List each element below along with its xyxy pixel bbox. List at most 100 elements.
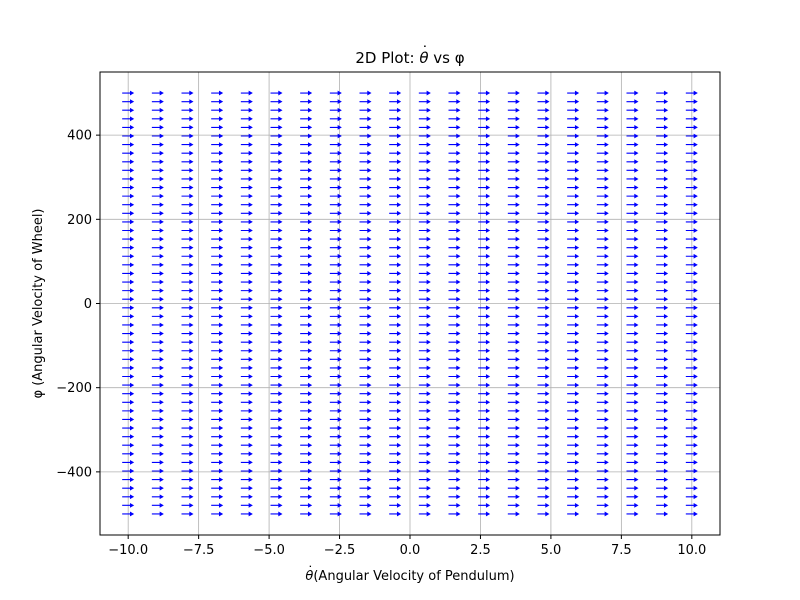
vector-arrow [418, 262, 431, 268]
vector-arrow [567, 502, 580, 508]
vector-arrow [685, 253, 698, 259]
vector-arrow [656, 279, 669, 285]
vector-arrow [448, 271, 461, 276]
vector-arrow [626, 142, 639, 147]
vector-arrow [448, 408, 461, 414]
vector-arrow [448, 133, 461, 139]
vector-arrow [507, 391, 520, 397]
vector-arrow [211, 159, 224, 165]
vector-arrow [151, 382, 164, 388]
vector-arrow [507, 305, 520, 311]
vector-arrow [122, 271, 135, 276]
vector-arrow [240, 322, 253, 328]
vector-arrow [329, 253, 342, 259]
vector-arrow [478, 339, 491, 345]
vector-arrow [626, 391, 639, 397]
title-var-dot: ˙ [421, 43, 429, 61]
vector-arrow [389, 356, 402, 362]
vector-arrow [596, 185, 609, 190]
vector-arrow [478, 477, 491, 482]
vector-arrow [537, 442, 550, 448]
vector-arrow [270, 356, 283, 362]
vector-arrow [656, 185, 669, 190]
vector-arrow [270, 99, 283, 105]
vector-arrow [389, 150, 402, 156]
vector-arrow [567, 236, 580, 242]
vector-arrow [389, 460, 402, 465]
vector-arrow [270, 202, 283, 208]
vector-arrow [685, 296, 698, 302]
vector-arrow [596, 313, 609, 319]
vector-arrow [151, 210, 164, 216]
vector-arrow [448, 502, 461, 508]
vector-arrow [329, 296, 342, 302]
vector-arrow [596, 391, 609, 397]
vector-arrow [418, 365, 431, 371]
vector-arrow [685, 494, 698, 500]
vector-arrow [270, 210, 283, 216]
vector-arrow [626, 219, 639, 225]
vector-arrow [448, 159, 461, 165]
vector-arrow [300, 408, 313, 414]
vector-arrow [537, 468, 550, 474]
vector-arrow [240, 511, 253, 517]
vector-arrow [151, 451, 164, 457]
vector-arrow [596, 202, 609, 208]
vector-arrow [596, 159, 609, 165]
vector-arrow [567, 408, 580, 414]
vector-arrow [329, 511, 342, 517]
vector-arrow [211, 356, 224, 362]
vector-arrow [270, 193, 283, 199]
vector-arrow [240, 313, 253, 319]
vector-arrow [240, 185, 253, 190]
vector-arrow [626, 159, 639, 165]
vector-arrow [626, 331, 639, 336]
vector-arrow [537, 116, 550, 122]
vector-arrow [389, 202, 402, 208]
vector-arrow [389, 408, 402, 414]
vector-arrow [270, 271, 283, 276]
vector-arrow [537, 382, 550, 388]
vector-arrow [418, 451, 431, 457]
vector-arrow [329, 167, 342, 173]
vector-arrow [211, 313, 224, 319]
vector-arrow [181, 485, 194, 491]
vector-arrow [122, 502, 135, 508]
vector-arrow [181, 142, 194, 147]
vector-arrow [596, 502, 609, 508]
vector-arrow [626, 460, 639, 465]
vector-arrow [211, 417, 224, 422]
vector-arrow [478, 296, 491, 302]
vector-arrow [418, 442, 431, 448]
vector-arrow [211, 485, 224, 491]
vector-arrow [418, 305, 431, 311]
vector-arrow [329, 150, 342, 156]
vector-arrow [626, 279, 639, 285]
vector-arrow [685, 391, 698, 397]
vector-arrow [626, 494, 639, 500]
vector-arrow [359, 442, 372, 448]
vector-arrow [418, 193, 431, 199]
vector-arrow [567, 399, 580, 405]
vector-arrow [181, 176, 194, 182]
vector-arrow [626, 125, 639, 130]
vector-arrow [507, 116, 520, 122]
vector-arrow [478, 228, 491, 233]
x-axis-label-dot: ˙ [307, 565, 314, 580]
vector-arrow [151, 202, 164, 208]
vector-arrow [240, 167, 253, 173]
vector-arrow [359, 451, 372, 457]
vector-arrow [418, 408, 431, 414]
vector-arrow [478, 99, 491, 105]
vector-arrow [656, 391, 669, 397]
vector-arrow [537, 288, 550, 294]
vector-arrow [300, 253, 313, 259]
vector-arrow [656, 434, 669, 440]
vector-arrow [359, 485, 372, 491]
vector-arrow [211, 365, 224, 371]
vector-arrow [626, 210, 639, 216]
vector-arrow [537, 167, 550, 173]
vector-arrow [596, 262, 609, 268]
vector-arrow [211, 253, 224, 259]
vector-arrow [240, 245, 253, 251]
